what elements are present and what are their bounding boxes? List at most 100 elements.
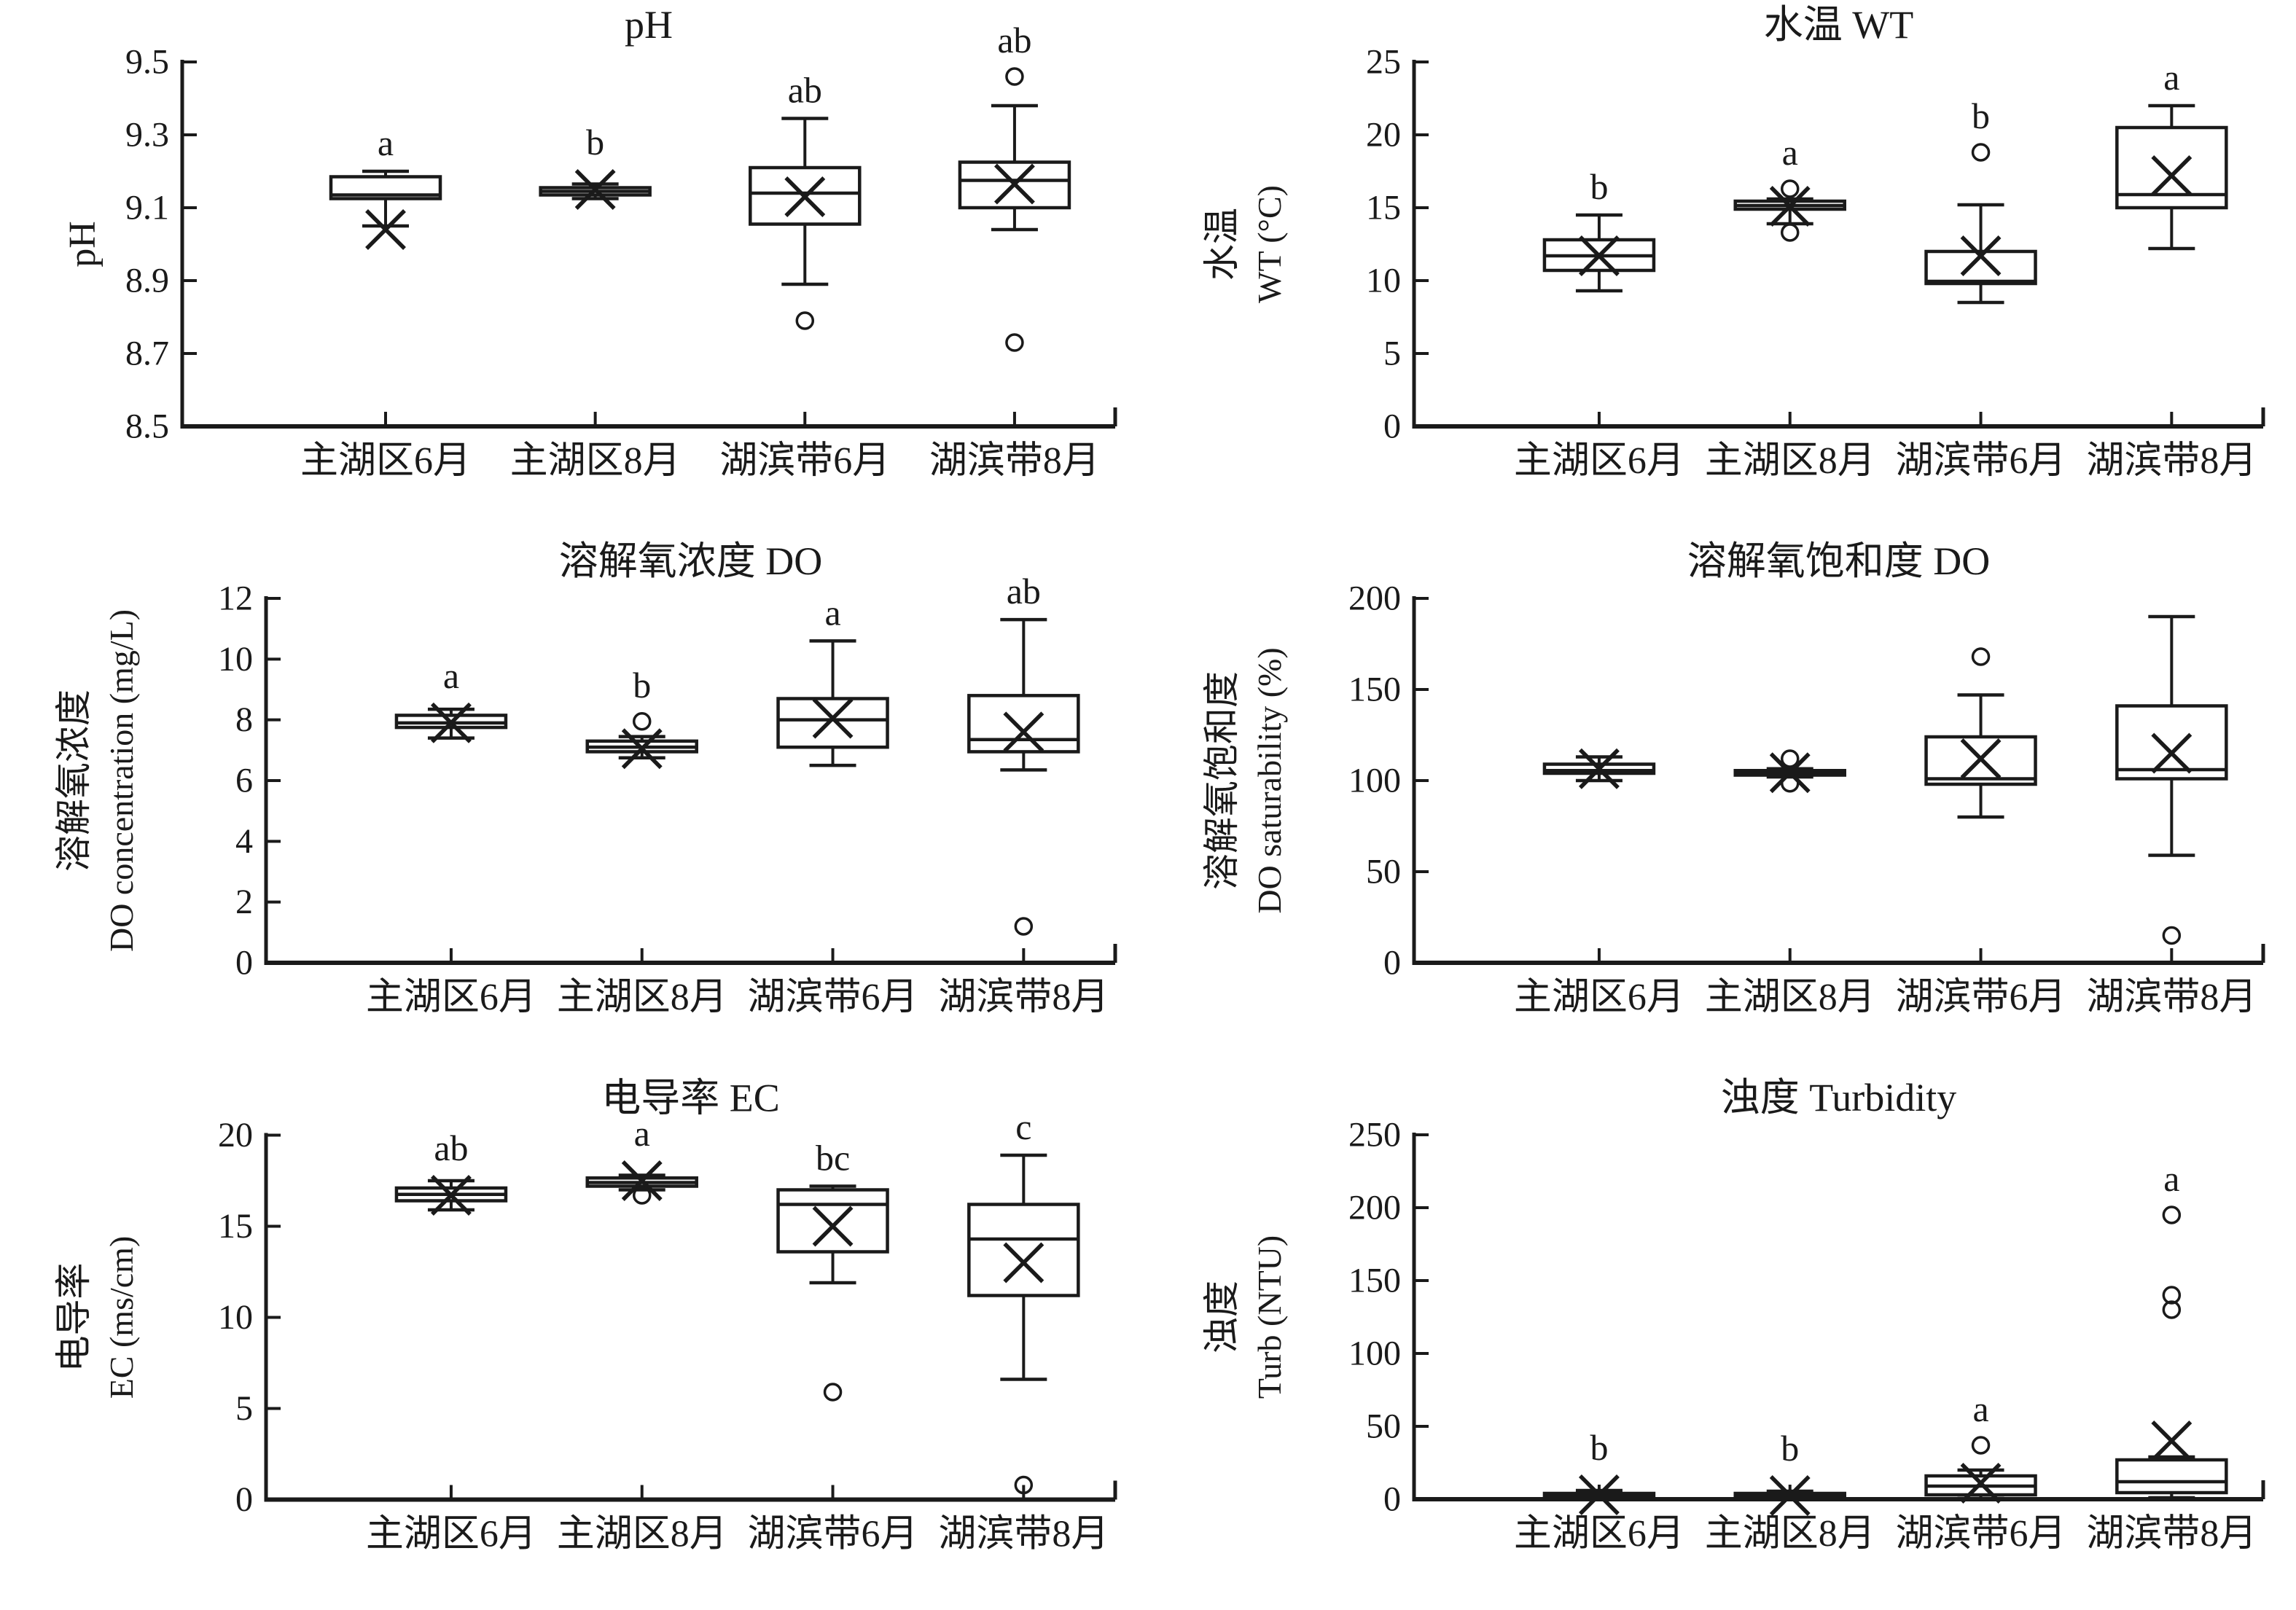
y-axis-label-en: DO saturability (%) xyxy=(1251,647,1288,913)
outlier-point xyxy=(2162,1205,2182,1224)
outlier-point xyxy=(1780,774,1800,793)
significance-letter: a xyxy=(634,1113,650,1154)
y-tick-label: 6 xyxy=(235,762,253,800)
chart-title: 溶解氧饱和度 DO xyxy=(1687,539,1991,583)
significance-letter: b xyxy=(1590,1427,1608,1468)
outlier-point xyxy=(1780,179,1800,198)
y-axis-label-en: Turb (NTU) xyxy=(1251,1235,1288,1399)
y-axis-label-cn: 溶解氧饱和度 xyxy=(1201,671,1242,890)
y-tick-label: 12 xyxy=(218,579,253,618)
y-tick-label: 8 xyxy=(235,700,253,739)
x-category-label: 主湖区8月 xyxy=(1705,440,1875,482)
y-tick-label: 9.1 xyxy=(125,189,169,227)
mean-marker xyxy=(621,1160,663,1201)
mean-marker xyxy=(1960,738,2002,779)
y-tick-label: 150 xyxy=(1348,1262,1401,1300)
x-category-label: 湖滨带8月 xyxy=(938,977,1109,1018)
outlier-point xyxy=(2162,1300,2182,1319)
mean-marker xyxy=(1578,748,1620,789)
y-axis-label: pH xyxy=(62,221,104,267)
x-category-label: 湖滨带6月 xyxy=(719,440,890,482)
x-category-label: 主湖区6月 xyxy=(300,440,471,482)
x-category-label: 主湖区8月 xyxy=(1705,977,1875,1018)
mean-marker xyxy=(1578,235,1620,276)
y-axis-label-cn: 电导率 xyxy=(53,1263,94,1372)
x-category-label: 湖滨带8月 xyxy=(938,1514,1109,1555)
significance-letter: b xyxy=(633,665,651,706)
x-category-label: 湖滨带6月 xyxy=(1896,440,2066,482)
mean-marker xyxy=(784,176,826,217)
significance-letter: b xyxy=(1972,95,1990,136)
mean-marker xyxy=(1769,186,1811,227)
mean-marker xyxy=(430,1175,472,1216)
y-tick-label: 20 xyxy=(218,1116,253,1154)
outlier-point xyxy=(823,1383,843,1402)
y-tick-label: 0 xyxy=(1383,1480,1401,1519)
significance-letter: c xyxy=(1015,1106,1031,1147)
y-axis-label-en: WT (°C) xyxy=(1251,185,1288,303)
significance-letter: b xyxy=(1781,1428,1799,1469)
chart-title: 水温 WT xyxy=(1764,3,1913,47)
mean-marker xyxy=(1769,752,1811,794)
chart-title: 溶解氧浓度 DO xyxy=(559,539,823,583)
y-tick-label: 0 xyxy=(1383,407,1401,446)
x-category-label: 主湖区8月 xyxy=(557,1514,727,1555)
y-tick-label: 25 xyxy=(1366,43,1401,82)
y-tick-label: 8.5 xyxy=(125,407,169,446)
y-tick-label: 200 xyxy=(1348,579,1401,618)
outlier-point xyxy=(1005,333,1024,352)
mean-marker xyxy=(1003,711,1044,753)
y-tick-label: 10 xyxy=(218,1298,253,1337)
y-tick-label: 8.9 xyxy=(125,262,169,300)
y-tick-label: 100 xyxy=(1348,762,1401,800)
y-tick-label: 250 xyxy=(1348,1116,1401,1154)
mean-marker xyxy=(365,209,406,250)
mean-marker xyxy=(1003,1242,1044,1283)
y-axis-label-cn: 浊度 xyxy=(1201,1281,1242,1353)
x-category-label: 湖滨带6月 xyxy=(748,977,918,1018)
outlier-point xyxy=(1971,647,1991,666)
significance-letter: ab xyxy=(788,70,822,111)
x-category-label: 湖滨带8月 xyxy=(2086,1513,2257,1555)
significance-letter: a xyxy=(1782,132,1798,173)
mean-marker xyxy=(1960,1463,2002,1504)
mean-marker xyxy=(812,697,854,739)
y-tick-label: 50 xyxy=(1366,1407,1401,1446)
y-tick-label: 9.3 xyxy=(125,116,169,155)
x-category-label: 湖滨带6月 xyxy=(1896,1513,2066,1555)
significance-letter: ab xyxy=(1007,571,1041,611)
significance-letter: a xyxy=(824,592,840,633)
x-category-label: 湖滨带6月 xyxy=(1896,977,2066,1018)
significance-letter: a xyxy=(2163,57,2179,98)
significance-letter: b xyxy=(586,122,604,163)
y-tick-label: 20 xyxy=(1366,116,1401,155)
outlier-point xyxy=(1971,143,1991,162)
mean-marker xyxy=(574,169,616,210)
outlier-point xyxy=(1780,749,1800,768)
chart-ph: 8.5 8.7 8.9 9.1 9.3 9.5 pH pH 主湖区6月 a 主湖区8月 b 湖滨带6月 a… xyxy=(0,0,1148,536)
y-tick-label: 0 xyxy=(235,1480,253,1519)
significance-letter: a xyxy=(2163,1158,2179,1199)
chart-do-saturability: 0 50 100 150 200 溶解氧饱和度 DO 溶解氧饱和度 DO saturabili… xyxy=(1148,536,2296,1073)
y-tick-label: 5 xyxy=(235,1389,253,1428)
significance-letter: a xyxy=(1972,1388,1988,1429)
mean-marker xyxy=(2151,155,2192,196)
box xyxy=(776,697,889,749)
outlier-point xyxy=(795,311,815,330)
mean-marker xyxy=(2151,1421,2192,1461)
mean-marker xyxy=(1769,1475,1811,1516)
mean-marker xyxy=(993,163,1035,205)
chart-wt: 0 5 10 15 20 25 水温 WT 水温 WT (°C) 主湖区6月 b 主湖区8月 a 湖滨带6… xyxy=(1148,0,2296,536)
outlier-point xyxy=(2162,926,2182,945)
significance-letter: ab xyxy=(434,1128,468,1168)
significance-letter: bc xyxy=(816,1138,850,1179)
box xyxy=(2115,1458,2228,1495)
chart-ec: 0 5 10 15 20 电导率 EC 电导率 EC (ms/cm) 主湖区6月 ab 主湖区8月 a… xyxy=(0,1073,1148,1610)
outlier-point xyxy=(2162,1286,2182,1305)
chart-title: 浊度 Turbidity xyxy=(1721,1076,1957,1119)
x-category-label: 湖滨带8月 xyxy=(929,440,1100,482)
box xyxy=(776,1188,889,1254)
y-tick-label: 0 xyxy=(1383,944,1401,982)
chart-turbidity: 0 50 100 150 200 250 浊度 Turbidity 浊度 Turb (NTU) 主… xyxy=(1148,1073,2296,1610)
